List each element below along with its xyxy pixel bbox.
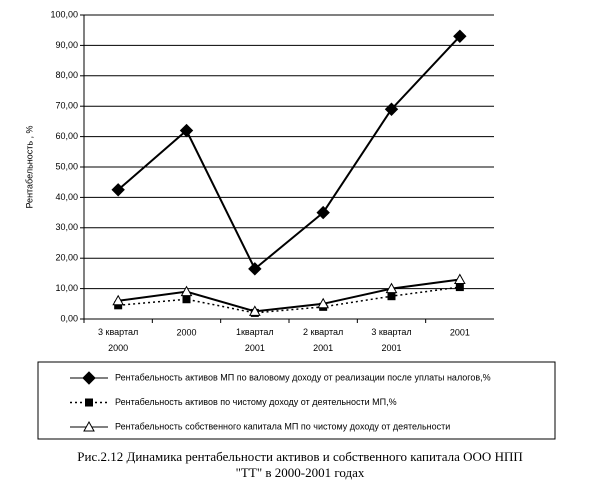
x-tick-label: 2000 [176,327,196,337]
data-point [182,295,191,304]
data-point [455,283,464,292]
y-tick-label: 60,00 [55,131,78,141]
data-point [453,273,466,284]
y-axis-label: Рентабельность , % [24,125,34,208]
legend-marker [83,420,95,432]
data-point [387,292,396,301]
x-tick-label: 3 квартал 2001 [371,327,411,353]
data-point [111,183,125,197]
data-point [248,305,261,316]
y-tick-label: 100,00 [50,9,78,19]
x-tick-label: 2001 [450,327,470,337]
x-tick-label: 1квартал 2001 [236,327,274,353]
legend-label: Рентабельность активов по чистому доходу… [115,397,397,407]
y-tick-label: 20,00 [55,253,78,263]
y-tick-label: 0,00 [60,313,78,323]
y-tick-label: 40,00 [55,192,78,202]
series-line [118,286,460,314]
caption: "ТТ" в 2000-2001 годах [236,465,365,480]
y-tick-label: 30,00 [55,222,78,232]
data-point [112,294,125,306]
y-tick-label: 90,00 [55,40,78,50]
y-tick-label: 10,00 [55,283,78,293]
series-line [118,278,460,313]
data-point [317,297,330,309]
data-point [179,123,194,138]
data-point [384,102,399,116]
y-tick-label: 50,00 [55,161,78,171]
legend-marker [82,371,96,385]
legend-label: Рентабельность активов МП по валовому до… [115,372,491,382]
legend-label: Рентабельность собственного капитала МП … [115,421,450,431]
data-point [248,262,262,276]
data-point [316,205,330,220]
legend-box [37,361,556,440]
legend-marker [85,398,93,407]
data-point [453,29,467,43]
series-line [117,35,461,271]
x-tick-label: 3 квартал 2000 [98,327,138,353]
data-point [180,285,193,297]
x-tick-label: 2 квартал 2001 [303,327,343,353]
caption: Рис.2.12 Динамика рентабельности активов… [77,449,522,464]
y-tick-label: 70,00 [55,101,78,111]
y-tick-label: 80,00 [55,70,78,80]
data-point [385,282,398,294]
